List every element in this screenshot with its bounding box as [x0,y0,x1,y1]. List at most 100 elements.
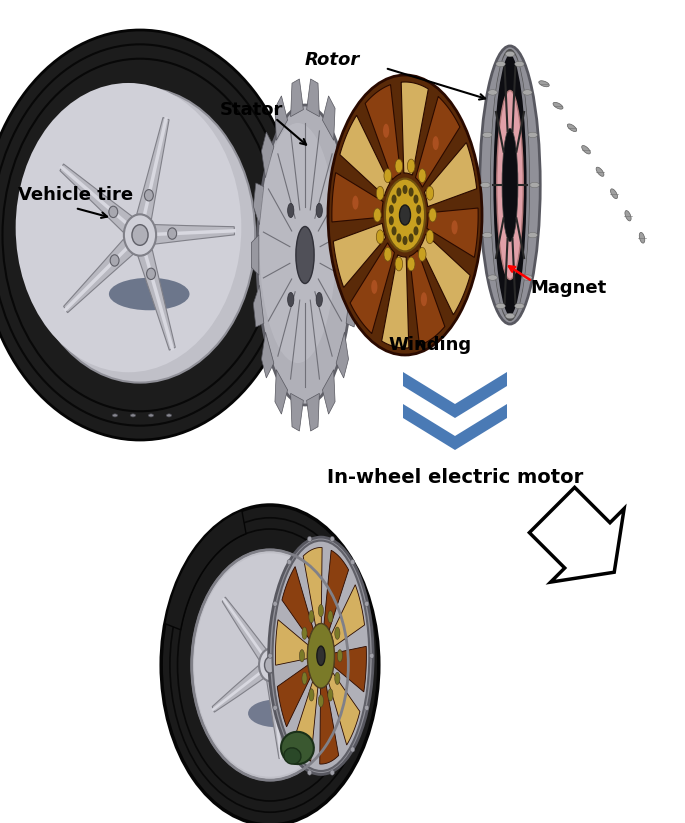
Polygon shape [307,393,319,431]
Ellipse shape [376,230,384,244]
Ellipse shape [131,414,136,417]
Ellipse shape [112,414,118,417]
Ellipse shape [364,705,369,710]
Ellipse shape [403,185,408,194]
Polygon shape [275,96,288,141]
Ellipse shape [371,280,377,294]
Polygon shape [346,183,357,225]
Polygon shape [416,96,460,187]
Ellipse shape [0,30,300,440]
Polygon shape [336,332,349,378]
Ellipse shape [147,268,155,280]
Polygon shape [60,164,132,232]
Polygon shape [275,370,288,414]
Text: In-wheel electric motor: In-wheel electric motor [327,467,583,486]
Ellipse shape [194,553,346,777]
Ellipse shape [328,611,333,623]
Polygon shape [320,686,338,764]
Ellipse shape [497,91,523,280]
Ellipse shape [514,62,524,67]
Ellipse shape [132,225,148,245]
Polygon shape [275,620,308,665]
Polygon shape [165,510,246,630]
Ellipse shape [429,208,436,222]
Ellipse shape [383,123,389,137]
Polygon shape [290,393,303,431]
Ellipse shape [373,208,381,222]
Ellipse shape [328,75,482,355]
Ellipse shape [426,230,434,244]
Ellipse shape [166,414,171,417]
Polygon shape [410,250,445,346]
Ellipse shape [389,205,394,214]
Ellipse shape [335,672,340,685]
Ellipse shape [482,133,492,137]
Polygon shape [266,678,284,759]
Ellipse shape [625,211,631,221]
Ellipse shape [309,611,314,623]
Polygon shape [323,370,335,414]
Ellipse shape [479,46,540,324]
Ellipse shape [481,183,490,188]
Ellipse shape [528,232,538,238]
Polygon shape [350,243,395,333]
Polygon shape [324,551,349,630]
Polygon shape [138,249,175,350]
Ellipse shape [395,257,403,271]
Ellipse shape [149,414,153,417]
Polygon shape [421,234,470,314]
Ellipse shape [384,169,392,183]
Ellipse shape [317,646,325,666]
Ellipse shape [25,87,255,383]
Ellipse shape [433,136,439,150]
Ellipse shape [319,605,323,616]
Ellipse shape [385,179,425,251]
Ellipse shape [523,275,532,281]
Polygon shape [212,666,264,712]
Ellipse shape [124,214,156,256]
Ellipse shape [16,83,241,372]
Polygon shape [351,235,359,275]
Polygon shape [303,547,322,626]
Ellipse shape [364,602,369,607]
Polygon shape [223,597,266,660]
Ellipse shape [269,537,373,774]
Ellipse shape [330,770,334,775]
Ellipse shape [553,102,563,109]
Ellipse shape [514,304,524,309]
Text: Winding: Winding [388,336,471,354]
Ellipse shape [192,550,349,780]
Ellipse shape [351,746,355,752]
Ellipse shape [426,186,434,200]
Ellipse shape [414,226,419,235]
Ellipse shape [145,189,153,201]
Text: Stator: Stator [220,101,284,119]
Polygon shape [334,646,366,692]
Ellipse shape [376,186,384,200]
Ellipse shape [397,234,401,243]
Polygon shape [365,85,401,179]
Ellipse shape [260,123,336,363]
Ellipse shape [567,124,577,132]
Ellipse shape [352,196,358,210]
Polygon shape [251,235,259,275]
Ellipse shape [482,232,492,238]
Ellipse shape [397,188,401,197]
Ellipse shape [288,292,294,307]
Ellipse shape [539,81,549,86]
Ellipse shape [408,234,414,243]
Ellipse shape [273,705,277,710]
Polygon shape [331,584,364,647]
Ellipse shape [488,90,497,95]
Polygon shape [290,79,303,117]
Ellipse shape [392,194,397,203]
Ellipse shape [395,159,403,173]
Text: Rotor: Rotor [305,51,360,69]
Polygon shape [336,132,349,178]
Ellipse shape [582,146,590,154]
Polygon shape [155,225,234,244]
Polygon shape [346,286,357,327]
Ellipse shape [248,700,304,728]
Ellipse shape [302,627,307,639]
Ellipse shape [309,689,314,701]
